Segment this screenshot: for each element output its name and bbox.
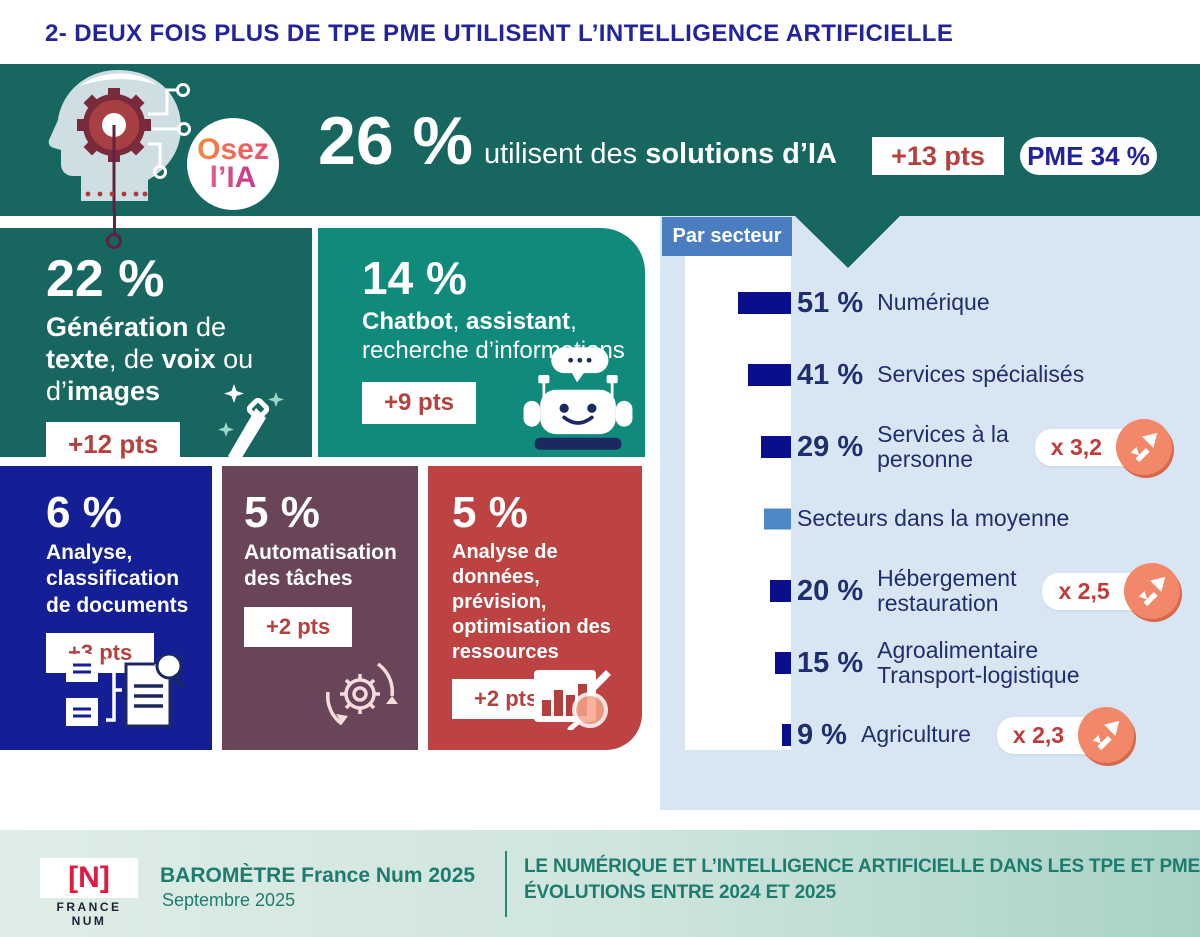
magic-wand-icon <box>218 378 298 469</box>
sector-label: Services spécialisés <box>877 361 1085 388</box>
barometer-date: Septembre 2025 <box>162 890 296 910</box>
sector-bar <box>775 652 791 674</box>
sector-row: 9 % Agriculture x 2,3 <box>660 706 1200 764</box>
sector-bar <box>748 364 791 386</box>
sector-panel-header: Par secteur <box>662 217 792 256</box>
footer-description: LE NUMÉRIQUE ET L’INTELLIGENCE ARTIFICIE… <box>524 856 1200 903</box>
connector-line <box>113 208 116 234</box>
sector-value: 20 % <box>797 574 864 607</box>
card-label: Analyse de données, prévision, optimisat… <box>452 541 611 664</box>
footer-divider <box>505 851 507 917</box>
sector-row: 29 % Services à la personne x 3,2 <box>660 418 1200 476</box>
sector-panel: Par secteur 51 % Numérique 41 % Services sp… <box>660 216 1200 810</box>
sector-row: Secteurs dans la moyenne <box>660 490 1200 548</box>
hero-band: Osez l’IA 26 % utilisent des solutions d… <box>0 64 1200 216</box>
sector-value: 51 % <box>797 286 864 319</box>
sector-value: 29 % <box>797 430 864 463</box>
sector-label: Services à la personne <box>877 420 1009 472</box>
bar-baseline-strip <box>685 256 791 750</box>
sector-bar <box>782 724 791 746</box>
card-generation: 22 % Génération de texte, de voix ou d’i… <box>0 228 312 467</box>
growth-arrow-circle <box>1115 419 1172 475</box>
card-value: 14 % <box>362 252 467 304</box>
growth-arrow-circle <box>1078 707 1135 763</box>
delta-badge: +2 pts <box>244 606 353 647</box>
card-label: Automatisation des tâches <box>244 541 397 591</box>
growth-badge: x 2,3 <box>996 707 1135 763</box>
barometer-title: BAROMÈTRE France Num 2025 <box>160 864 476 887</box>
card-value: 5 % <box>244 488 320 537</box>
chatbot-robot-icon <box>518 346 638 457</box>
sector-row: 51 % Numérique <box>660 274 1200 332</box>
circuit-lines-icon <box>148 83 191 179</box>
pme-badge: PME 34 % <box>1020 137 1157 175</box>
card-value: 22 % <box>46 250 165 308</box>
sector-bar <box>738 292 791 314</box>
delta-badge: +9 pts <box>362 381 477 424</box>
growth-arrow-icon <box>1092 720 1120 751</box>
footer: [N] FRANCE NUM BAROMÈTRE France Num 2025… <box>0 830 1200 937</box>
page-title: 2- DEUX FOIS PLUS DE TPE PME UTILISENT L… <box>45 20 954 47</box>
sector-label: Numérique <box>877 289 990 316</box>
sector-bar <box>761 436 791 458</box>
automation-gears-icon <box>320 652 400 741</box>
card-chatbot: 14 % Chatbot, assistant, recherche d’inf… <box>318 228 645 457</box>
france-num-logo-caption: FRANCE NUM <box>56 900 122 928</box>
sector-label: Agriculture <box>860 721 971 748</box>
sector-label: Secteurs dans la moyenne <box>797 505 1070 532</box>
sector-bar <box>770 580 791 602</box>
headline-stat: 26 % <box>318 103 473 179</box>
sector-value: 41 % <box>797 358 864 391</box>
card-label: Génération de texte, de voix ou d’images <box>46 311 254 407</box>
card-automation: 5 % Automatisation des tâches +2 pts <box>222 466 418 750</box>
connector-ring <box>106 233 122 249</box>
card-label: Analyse, classification de documents <box>46 541 189 617</box>
growth-badge: x 2,5 <box>1042 563 1180 619</box>
sector-label: Agroalimentaire Transport-logistique <box>877 636 1080 688</box>
card-value: 6 % <box>46 488 122 537</box>
sector-label: Hébergement restauration <box>877 564 1017 616</box>
sector-value: 15 % <box>797 646 864 679</box>
card-data-analysis: 5 % Analyse de données, prévision, optim… <box>428 466 642 750</box>
sector-bar <box>764 508 791 530</box>
brain-gear-head-icon <box>46 66 196 219</box>
panel-notch <box>795 216 900 268</box>
france-num-logo: [N] <box>40 858 138 898</box>
documents-classification-icon <box>66 652 184 737</box>
osez-lia-logo: Osez l’IA <box>187 118 279 210</box>
data-analysis-chart-icon <box>532 668 614 735</box>
card-classification: 6 % Analyse, classification de documents… <box>0 466 212 750</box>
sector-value: 9 % <box>797 718 847 751</box>
headline-text: utilisent des solutions d’IA <box>484 138 837 170</box>
sector-row: 41 % Services spécialisés <box>660 346 1200 404</box>
sector-row: 15 % Agroalimentaire Transport-logistique <box>660 634 1200 692</box>
sector-row: 20 % Hébergement restauration x 2,5 <box>660 562 1200 620</box>
card-value: 5 % <box>452 488 528 537</box>
france-num-logo-mark: [N] <box>68 861 110 894</box>
growth-badge: x 3,2 <box>1034 419 1172 475</box>
growth-arrow-circle <box>1123 563 1180 619</box>
delta-badge: +12 pts <box>46 421 181 467</box>
growth-arrow-icon <box>1138 576 1165 607</box>
growth-arrow-icon <box>1130 432 1158 463</box>
delta-badge: +13 pts <box>872 137 1004 175</box>
